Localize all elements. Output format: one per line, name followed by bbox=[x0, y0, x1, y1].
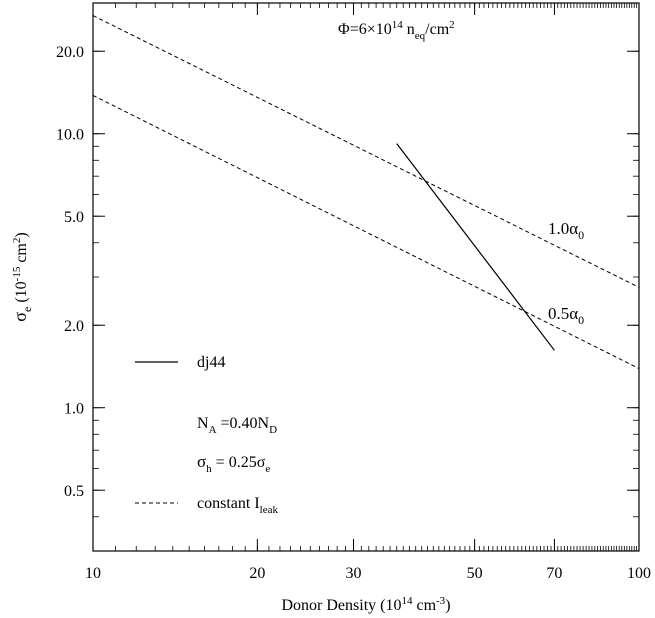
legend-note-sigma: σh = 0.25σe bbox=[197, 452, 270, 475]
y-tick-label: 10.0 bbox=[56, 127, 84, 144]
series-lines bbox=[92, 15, 640, 369]
x-tick-label: 20 bbox=[249, 565, 265, 582]
y-axis-label: σe (10-15 cm2) bbox=[10, 232, 34, 321]
legend-label-dj44: dj44 bbox=[197, 354, 225, 371]
series-line-2 bbox=[92, 94, 640, 369]
y-tick-label: 1.0 bbox=[64, 401, 84, 418]
y-tick-label: 20.0 bbox=[56, 44, 84, 61]
fluence-annotation: Φ=6×1014 neq/cm2 bbox=[338, 19, 455, 42]
y-tick-labels: 0.5 1.0 2.0 5.0 10.0 20.0 bbox=[56, 44, 84, 500]
series-line-1 bbox=[92, 15, 640, 288]
y-tick-label: 2.0 bbox=[64, 318, 84, 335]
legend-note-na: NA =0.40ND bbox=[197, 415, 277, 436]
legend-label-constant-ileak: constant Ileak bbox=[197, 495, 278, 516]
plot-border bbox=[92, 2, 640, 552]
alpha-label-05: 0.5α0 bbox=[548, 304, 584, 327]
x-tick-label: 30 bbox=[346, 565, 362, 582]
x-tick-label: 10 bbox=[85, 565, 101, 582]
legend: dj44 NA =0.40ND σh = 0.25σe constant Ile… bbox=[135, 354, 278, 516]
x-tick-label: 70 bbox=[546, 565, 562, 582]
y-tick-label: 0.5 bbox=[64, 483, 84, 500]
y-tick-label: 5.0 bbox=[64, 209, 84, 226]
series-line-0 bbox=[396, 143, 555, 351]
x-tick-labels: 10 20 30 50 70 100 bbox=[85, 565, 651, 582]
x-tick-label: 50 bbox=[467, 565, 483, 582]
plot-frame bbox=[92, 2, 640, 552]
x-tick-label: 100 bbox=[627, 565, 651, 582]
alpha-label-1: 1.0α0 bbox=[548, 219, 584, 242]
major-ticks bbox=[92, 3, 640, 551]
minor-ticks bbox=[92, 2, 640, 552]
x-axis-label: Donor Density (1014 cm-3) bbox=[281, 595, 450, 614]
